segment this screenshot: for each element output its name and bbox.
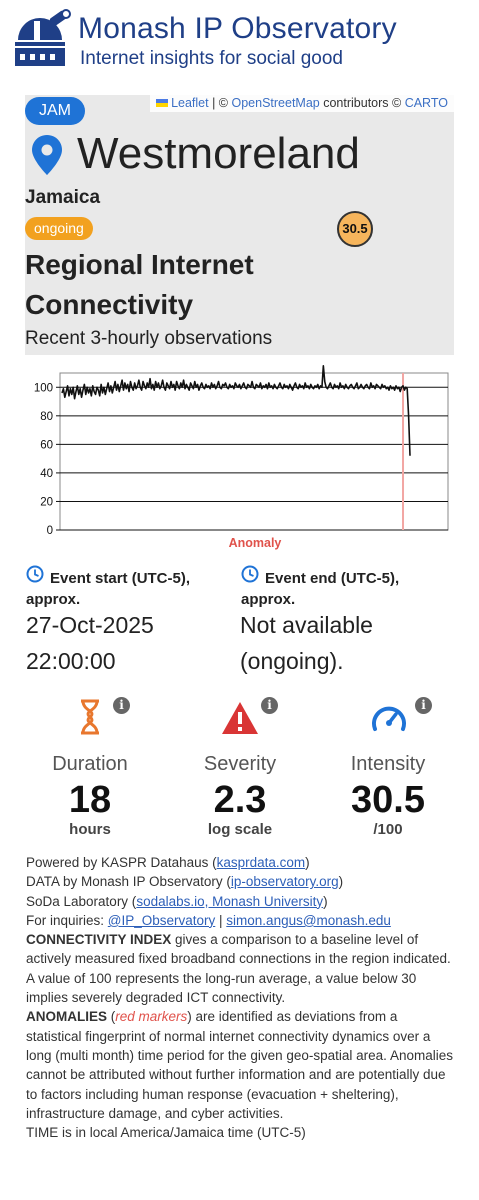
powered-by-line: Powered by KASPR Datahaus (kasprdata.com… [26, 853, 456, 872]
leaflet-flag-icon [156, 99, 169, 107]
connectivity-series-line [61, 365, 411, 456]
y-tick-label: 60 [40, 439, 53, 451]
severity-label: Severity [203, 753, 277, 775]
chart-grid [59, 372, 449, 531]
y-tick-label: 100 [34, 382, 53, 394]
duration-info-icon[interactable]: i [113, 697, 130, 714]
severity-unit: log scale [207, 821, 273, 838]
chart-frame [59, 372, 449, 531]
footer-info: Powered by KASPR Datahaus (kasprdata.com… [26, 853, 456, 1142]
severity-value: 2.3 [213, 779, 267, 821]
event-start-value: 27-Oct-2025 22:00:00 [26, 612, 154, 674]
y-tick-label: 80 [40, 411, 53, 423]
red-markers-text: red markers [115, 1009, 188, 1025]
y-tick-label: 40 [40, 468, 53, 480]
brand-subtitle: Internet insights for social good [80, 48, 343, 69]
data-by-suffix: ) [338, 874, 344, 890]
attribution-contributors: contributors © [319, 96, 405, 110]
anomaly-label: Anomaly [229, 536, 282, 550]
intensity-score-marker[interactable]: 30.5 [337, 211, 373, 247]
inquiries-separator: | [215, 912, 227, 928]
data-by-line: DATA by Monash IP Observatory (ip-observ… [26, 872, 456, 891]
leaflet-link[interactable]: Leaflet [171, 96, 209, 110]
kaspr-link[interactable]: kasprdata.com [216, 855, 306, 870]
event-end-label: Event end (UTC-5), approx. [241, 570, 400, 608]
email-link[interactable]: simon.angus@monash.edu [226, 912, 391, 928]
anomalies-open-paren: ( [107, 1009, 116, 1025]
region-name: Westmoreland [77, 129, 360, 178]
powered-by-text: Powered by KASPR Datahaus ( [26, 855, 217, 870]
status-badge: ongoing [25, 217, 93, 240]
country-name: Jamaica [25, 187, 101, 208]
connectivity-chart: 0 20 40 60 80 100 Anomaly [34, 365, 449, 550]
country-code-badge: JAM [25, 97, 85, 125]
timezone-line: TIME is in local America/Jamaica time (U… [26, 1125, 306, 1141]
intensity-label: Intensity [350, 753, 426, 775]
gauge-icon [372, 706, 406, 731]
metric-title: Regional Internet Connectivity [25, 249, 254, 320]
hourglass-icon [81, 699, 99, 735]
duration-label: Duration [52, 753, 128, 775]
observatory-logo-icon [15, 9, 71, 66]
inquiries-line: For inquiries: @IP_Observatory | simon.a… [26, 911, 456, 930]
soda-text: SoDa Laboratory ( [26, 893, 137, 909]
osm-link[interactable]: OpenStreetMap [231, 96, 320, 110]
brand-title: Monash IP Observatory [78, 12, 397, 45]
anomalies-heading: ANOMALIES [26, 1009, 107, 1025]
event-start-label: Event start (UTC-5), approx. [26, 570, 191, 608]
ip-observatory-link[interactable]: ip-observatory.org [230, 874, 339, 890]
y-tick-label: 0 [47, 525, 53, 537]
y-tick-label: 20 [40, 496, 53, 508]
connectivity-index-paragraph: CONNECTIVITY INDEX gives a comparison to… [26, 930, 456, 1007]
clock-icon [241, 565, 259, 583]
sodalabs-link[interactable]: sodalabs.io, Monash University [136, 893, 324, 909]
connectivity-index-text: gives a comparison to a baseline level o… [26, 932, 451, 1006]
anomalies-paragraph: ANOMALIES (red markers) are identified a… [26, 1007, 456, 1123]
chart-y-ticks: 0 20 40 60 80 100 [34, 382, 60, 537]
carto-link[interactable]: CARTO [404, 96, 448, 110]
location-pin-icon [32, 135, 62, 175]
soda-suffix: ) [323, 893, 328, 909]
attribution-separator: | © [208, 96, 232, 110]
connectivity-index-heading: CONNECTIVITY INDEX [26, 932, 172, 948]
metric-subtitle: Recent 3-hourly observations [25, 328, 273, 349]
inquiries-text: For inquiries: [26, 912, 108, 928]
intensity-value: 30.5 [351, 779, 425, 821]
severity-info-icon[interactable]: i [261, 697, 278, 714]
map-attribution: Leaflet | © OpenStreetMap contributors ©… [150, 95, 454, 112]
intensity-unit: /100 [373, 821, 403, 838]
duration-value: 18 [68, 779, 112, 821]
soda-line: SoDa Laboratory (sodalabs.io, Monash Uni… [26, 892, 456, 911]
twitter-link[interactable]: @IP_Observatory [107, 912, 216, 928]
map-panel[interactable]: Leaflet | © OpenStreetMap contributors ©… [25, 95, 454, 355]
duration-unit: hours [69, 821, 111, 838]
warning-icon [222, 702, 258, 734]
powered-by-suffix: ) [305, 855, 310, 870]
data-by-text: DATA by Monash IP Observatory ( [26, 874, 231, 890]
clock-icon [26, 565, 44, 583]
intensity-info-icon[interactable]: i [415, 697, 432, 714]
anomalies-text: ) are identified as deviations from a st… [26, 1009, 453, 1121]
event-end-value: Not available (ongoing). [240, 612, 373, 674]
